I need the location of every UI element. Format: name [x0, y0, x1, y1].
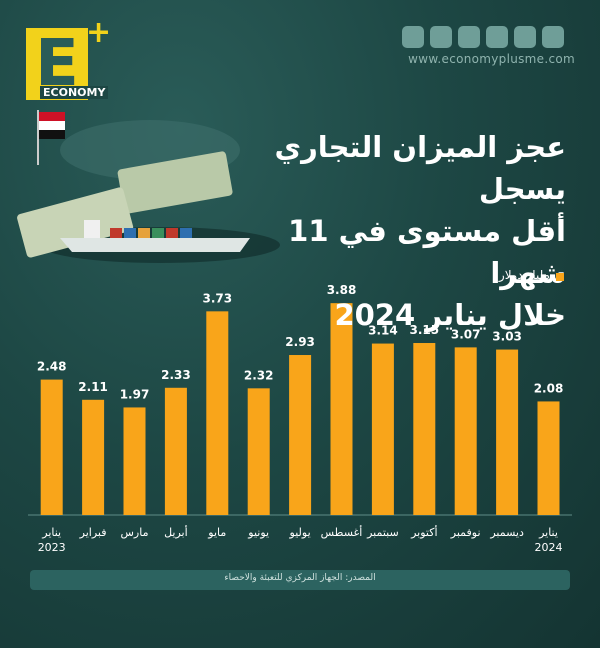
social-icon[interactable] — [514, 26, 536, 48]
value-label: 2.32 — [244, 368, 274, 382]
x-tick-label: يوليو — [289, 526, 311, 539]
x-tick-label: يناير 2023 — [37, 526, 66, 554]
logo-word: ECONOMY — [40, 86, 109, 99]
bar — [537, 401, 560, 515]
x-tick-label: نوفمبر — [450, 526, 481, 539]
website: www.economyplusme.com — [408, 52, 575, 66]
bar — [206, 311, 229, 515]
bar — [40, 379, 63, 515]
value-label: 3.03 — [492, 330, 522, 344]
value-label: 2.08 — [534, 381, 564, 395]
value-label: 2.33 — [161, 368, 191, 382]
bar — [413, 343, 436, 515]
x-tick-label: أغسطس — [320, 526, 363, 539]
bar — [454, 347, 477, 515]
x-tick-label: أبريل — [164, 526, 188, 539]
x-tick-label: أكتوبر — [411, 526, 438, 539]
social-icon[interactable] — [430, 26, 452, 48]
social-icon[interactable] — [486, 26, 508, 48]
x-tick-label: سبتمبر — [367, 526, 399, 539]
social-icon[interactable] — [542, 26, 564, 48]
x-tick-label: مارس — [120, 526, 149, 539]
value-label: 3.15 — [409, 323, 439, 337]
bar — [289, 355, 312, 515]
x-tick-label: ديسمبر — [490, 526, 524, 539]
bar — [496, 349, 519, 515]
bar — [164, 387, 187, 515]
social-icon[interactable] — [402, 26, 424, 48]
bar — [330, 303, 353, 515]
illustration — [17, 110, 280, 263]
x-tick-label: يونيو — [248, 526, 270, 539]
source: المصدر: الجهاز المركزي للتعبئة والاحصاء — [224, 573, 376, 583]
social-icon[interactable] — [458, 26, 480, 48]
bar — [123, 407, 146, 515]
unit-label: مليار دولار — [498, 268, 550, 282]
value-label: 1.97 — [120, 387, 150, 401]
logo-plus: + — [86, 15, 112, 50]
x-tick-label: مايو — [208, 526, 227, 539]
value-label: 2.93 — [285, 335, 315, 349]
value-label: 3.73 — [202, 291, 232, 305]
x-tick-label: يناير 2024 — [534, 526, 563, 554]
value-label: 3.14 — [368, 324, 398, 338]
value-label: 2.11 — [78, 380, 108, 394]
x-tick-label: فبراير — [79, 526, 107, 539]
value-label: 2.48 — [37, 360, 67, 374]
source-bar — [30, 570, 570, 590]
value-label: 3.07 — [451, 327, 481, 341]
bar — [82, 399, 105, 515]
chart-title: عجز الميزان التجاري يسجل أقل مستوى في 11… — [274, 130, 566, 332]
unit-swatch — [556, 273, 564, 281]
bar — [371, 343, 394, 515]
value-label: 3.88 — [327, 283, 357, 297]
bar — [247, 388, 270, 515]
